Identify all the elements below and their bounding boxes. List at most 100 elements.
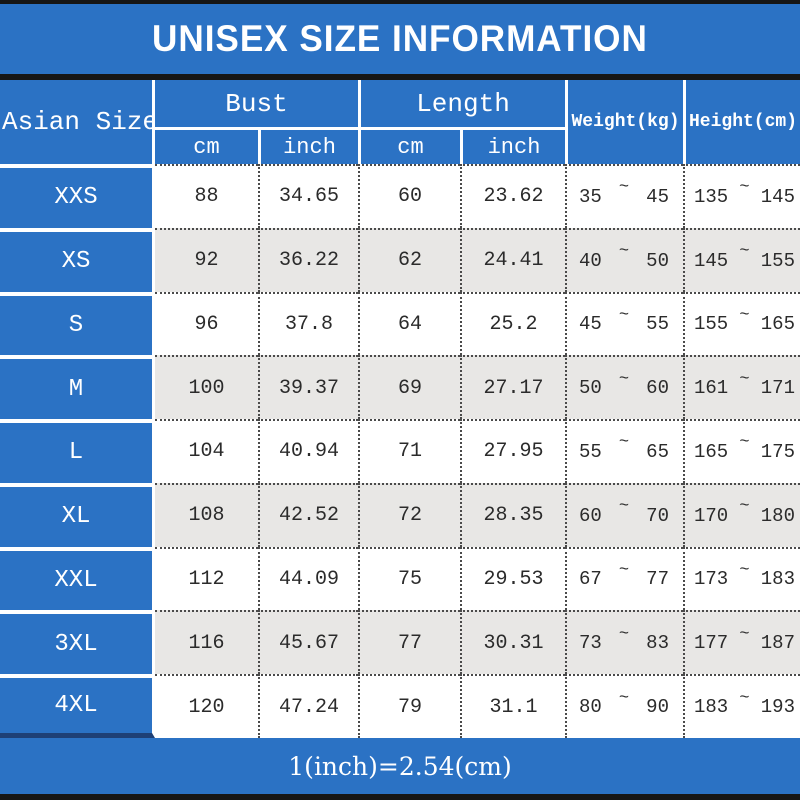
weight-range: 35 ~45 [565,164,683,228]
length-cm-value: 69 [358,355,460,420]
tilde-separator: ~ [618,369,630,389]
length-cm-value: 60 [358,164,460,228]
size-label: XXL [0,546,155,611]
height-range: 155 ~165 [683,291,800,356]
tilde-separator: ~ [618,497,630,517]
tilde-separator: ~ [618,688,630,708]
weight-min: 73 [579,632,602,655]
height-range: 173 ~183 [683,546,800,611]
subheader-bust-inch: inch [258,130,358,164]
subheader-bust-cm: cm [155,130,258,164]
height-min: 155 [694,313,729,336]
header-bust: Bust [155,80,358,130]
weight-range: 73 ~83 [565,610,683,675]
height-range: 161 ~171 [683,355,800,420]
weight-range: 60 ~70 [565,482,683,547]
height-range: 145 ~155 [683,227,800,292]
tilde-separator: ~ [739,497,750,517]
subheader-length-cm: cm [358,130,460,164]
height-max: 180 [760,504,795,527]
title-divider-line [0,74,800,80]
size-label: S [0,291,155,356]
weight-min: 40 [579,249,602,272]
height-max: 155 [760,249,795,272]
height-min: 170 [694,504,729,527]
bust-inch-value: 37.8 [258,291,358,356]
weight-min: 80 [579,696,602,718]
height-range: 135 ~145 [683,164,800,228]
bust-cm-value: 104 [155,419,258,483]
tilde-separator: ~ [618,305,630,325]
weight-min: 50 [579,377,602,400]
weight-min: 45 [579,313,602,336]
tilde-separator: ~ [739,560,750,580]
tilde-separator: ~ [739,242,750,262]
height-range: 177 ~187 [683,610,800,675]
title-bar: UNISEX SIZE INFORMATION [0,4,800,74]
length-inch-value: 27.95 [460,419,565,483]
tilde-separator: ~ [618,560,630,580]
weight-max: 83 [646,632,669,655]
length-inch-value: 29.53 [460,546,565,611]
conversion-note: 1(inch)=2.54(cm) [288,751,512,781]
height-max: 187 [760,632,795,655]
height-range: 165 ~175 [683,419,800,483]
weight-range: 40 ~50 [565,227,683,292]
weight-range: 55 ~65 [565,419,683,483]
size-label: 3XL [0,610,155,675]
height-max: 175 [760,440,795,463]
length-cm-value: 77 [358,610,460,675]
weight-max: 55 [646,313,669,336]
bust-inch-value: 40.94 [258,419,358,483]
bust-inch-value: 47.24 [258,674,358,738]
footer-bar: 1(inch)=2.54(cm) [0,738,800,794]
weight-range: 67 ~77 [565,546,683,611]
size-label: M [0,355,155,420]
height-min: 161 [694,377,729,400]
weight-min: 55 [579,440,602,463]
size-label: L [0,419,155,483]
bust-cm-value: 92 [155,227,258,292]
height-range: 170 ~180 [683,482,800,547]
weight-range: 50 ~60 [565,355,683,420]
header-length: Length [358,80,565,130]
height-max: 183 [760,568,795,591]
length-cm-value: 72 [358,482,460,547]
bust-cm-value: 88 [155,164,258,228]
length-inch-value: 27.17 [460,355,565,420]
bust-cm-value: 120 [155,674,258,738]
bust-cm-value: 100 [155,355,258,420]
bust-inch-value: 44.09 [258,546,358,611]
height-min: 173 [694,568,729,591]
subheader-length-inch: inch [460,130,565,164]
weight-max: 45 [646,185,669,208]
weight-max: 70 [646,504,669,527]
weight-min: 67 [579,568,602,591]
length-cm-value: 75 [358,546,460,611]
height-min: 177 [694,632,729,655]
weight-range: 80 ~90 [565,674,683,738]
bust-cm-value: 108 [155,482,258,547]
length-inch-value: 28.35 [460,482,565,547]
height-max: 145 [760,185,795,208]
height-range: 183 ~193 [683,674,800,738]
tilde-separator: ~ [618,624,630,644]
tilde-separator: ~ [739,369,750,389]
tilde-separator: ~ [739,433,750,453]
height-min: 135 [694,185,729,208]
tilde-separator: ~ [739,305,750,325]
bust-inch-value: 39.37 [258,355,358,420]
top-border-line [0,0,800,4]
weight-min: 35 [579,185,602,208]
length-inch-value: 23.62 [460,164,565,228]
length-cm-value: 62 [358,227,460,292]
length-inch-value: 25.2 [460,291,565,356]
weight-max: 50 [646,249,669,272]
size-table: Asian Size Bust Length Weight(kg) Height… [0,80,800,738]
bottom-border-line [0,794,800,800]
header-weight: Weight(kg) [565,80,683,164]
bust-cm-value: 116 [155,610,258,675]
height-max: 165 [760,313,795,336]
header-height: Height(cm) [683,80,800,164]
